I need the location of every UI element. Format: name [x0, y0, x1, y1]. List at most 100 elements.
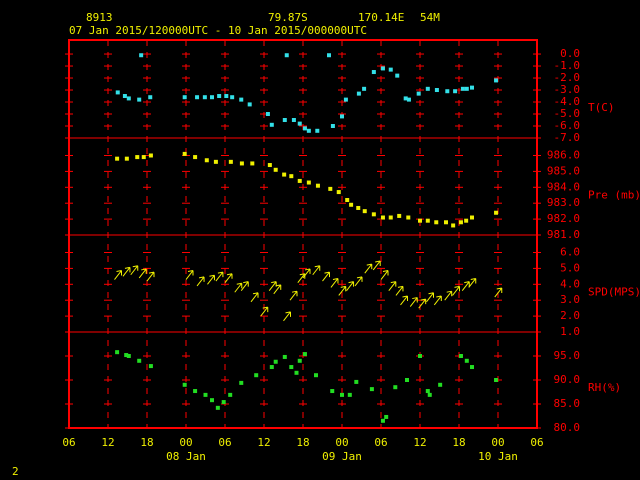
wind-arrow: [364, 263, 373, 274]
wind-arrow: [207, 274, 215, 285]
data-point: [464, 218, 469, 223]
data-point: [458, 220, 463, 225]
data-point: [397, 213, 402, 218]
wind-arrow: [418, 298, 427, 309]
elevation: 54M: [420, 11, 440, 24]
day-label: 09 Jan: [322, 450, 362, 463]
data-point: [470, 215, 474, 220]
data-point: [340, 392, 344, 397]
data-point: [356, 205, 361, 210]
wind-arrow: [346, 281, 355, 291]
data-point: [124, 353, 129, 358]
data-point: [282, 172, 287, 177]
data-point: [210, 398, 214, 403]
data-point: [228, 159, 233, 164]
data-point: [494, 78, 499, 83]
data-point: [148, 364, 153, 369]
wind-arrow: [302, 268, 311, 279]
data-point: [213, 159, 218, 164]
wind-arrow: [380, 270, 389, 280]
wind-arrow: [468, 277, 477, 288]
y-axis-label: T(C): [588, 101, 615, 114]
data-point: [330, 124, 335, 129]
y-tick-label: 985.0: [547, 164, 580, 177]
y-tick-label: 90.0: [554, 373, 581, 386]
data-point: [336, 190, 341, 195]
data-point: [122, 94, 127, 99]
y-tick-label: -4.0: [554, 95, 581, 108]
data-point: [291, 118, 296, 123]
data-point: [328, 186, 333, 191]
data-point: [239, 380, 244, 385]
y-tick-label: 0.0: [560, 47, 580, 60]
y-tick-label: 2.0: [560, 309, 580, 322]
y-tick-label: 80.0: [554, 421, 581, 434]
wind-arrow: [452, 285, 460, 296]
wind-arrow: [260, 306, 269, 317]
y-tick-label: 3.0: [560, 293, 580, 306]
data-point: [141, 155, 146, 160]
wind-arrow: [283, 311, 291, 322]
data-point: [126, 354, 131, 358]
data-point: [460, 86, 465, 91]
x-tick-label: 00: [335, 436, 348, 449]
data-point: [269, 365, 274, 370]
day-label: 10 Jan: [478, 450, 518, 463]
data-point: [425, 218, 430, 223]
data-point: [202, 95, 207, 100]
y-tick-label: 4.0: [560, 277, 580, 290]
wind-arrow: [330, 277, 339, 288]
data-point: [418, 354, 422, 358]
wind-arrow: [354, 276, 363, 287]
wind-arrow: [312, 265, 321, 276]
wind-arrow: [273, 284, 282, 295]
x-tick-label: 00: [179, 436, 192, 449]
x-tick-label: 06: [374, 436, 387, 449]
data-point: [438, 382, 443, 387]
data-point: [210, 95, 214, 100]
data-point: [269, 122, 274, 127]
data-point: [405, 378, 409, 382]
data-point: [217, 94, 222, 99]
x-tick-label: 12: [101, 436, 114, 449]
y-tick-label: -7.0: [554, 131, 581, 144]
data-point: [182, 95, 187, 100]
data-point: [416, 91, 421, 96]
x-tick-label: 06: [218, 436, 231, 449]
data-point: [347, 392, 352, 397]
wind-arrow: [224, 273, 233, 284]
x-tick-label: 18: [140, 436, 153, 449]
data-point: [380, 66, 385, 71]
y-tick-label: 5.0: [560, 261, 580, 274]
data-point: [315, 128, 320, 133]
y-tick-label: 986.0: [547, 148, 580, 161]
data-point: [254, 373, 259, 378]
wind-arrow: [146, 271, 155, 282]
data-point: [126, 96, 131, 101]
x-tick-label: 18: [452, 436, 465, 449]
data-point: [302, 352, 307, 357]
data-point: [330, 389, 335, 394]
wind-arrow: [185, 270, 194, 280]
wind-arrow: [400, 295, 408, 306]
data-point: [406, 97, 411, 102]
y-tick-label: -1.0: [554, 59, 581, 72]
data-point: [371, 70, 376, 75]
data-point: [470, 365, 474, 370]
day-label: 08 Jan: [166, 450, 206, 463]
wind-arrow: [234, 282, 243, 293]
data-point: [388, 215, 393, 220]
wind-arrow: [130, 265, 139, 276]
y-tick-label: -6.0: [554, 119, 581, 132]
period: 07 Jan 2015/120000UTC - 10 Jan 2015/0000…: [69, 24, 367, 37]
data-point: [137, 97, 142, 102]
data-point: [393, 385, 398, 390]
data-point: [340, 114, 344, 119]
y-tick-label: 982.0: [547, 212, 580, 225]
data-point: [148, 153, 153, 158]
wind-arrow: [114, 270, 122, 280]
data-point: [221, 400, 226, 405]
wind-arrow: [494, 287, 503, 298]
wind-arrow: [433, 295, 442, 306]
